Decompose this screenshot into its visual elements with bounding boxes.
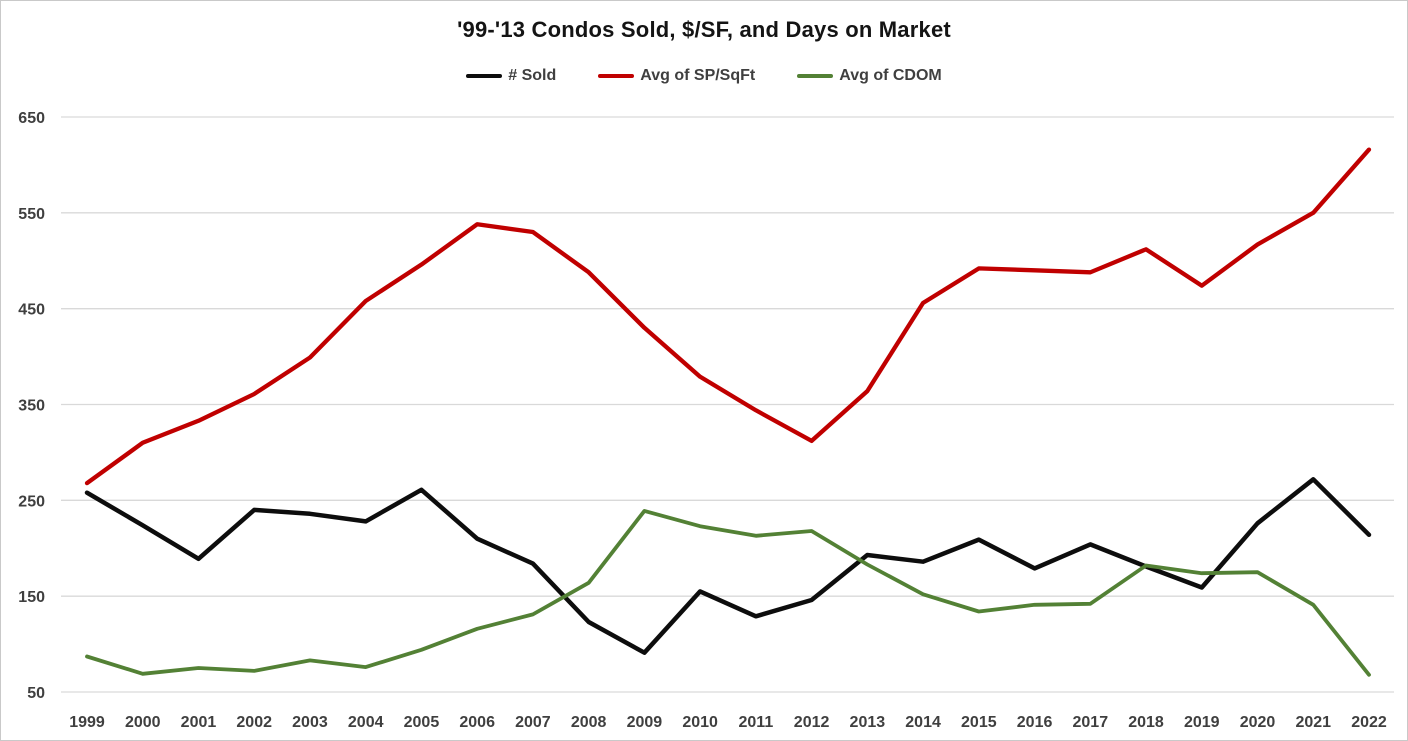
legend: # Sold Avg of SP/SqFt Avg of CDOM: [1, 67, 1407, 85]
legend-item-sp-sqft: Avg of SP/SqFt: [598, 67, 755, 85]
legend-label-cdom: Avg of CDOM: [839, 67, 942, 84]
x-axis-tick-label: 2020: [1240, 714, 1276, 731]
x-axis-tick-label: 2014: [905, 714, 941, 731]
legend-swatch-sp-sqft-icon: [598, 74, 635, 78]
legend-label-sold: # Sold: [508, 67, 557, 84]
x-axis-tick-label: 2006: [459, 714, 495, 731]
legend-swatch-sold-icon: [466, 74, 503, 78]
x-axis-tick-label: 2016: [1017, 714, 1053, 731]
x-axis-tick-label: 2004: [348, 714, 384, 731]
x-axis-tick-label: 2001: [181, 714, 217, 731]
series-line-avg-of-sp-sqft: [84, 147, 1372, 486]
x-axis-tick-label: 2009: [627, 714, 663, 731]
x-axis-tick-label: 2012: [794, 714, 830, 731]
series-line-avg-of-cdom: [85, 508, 1371, 677]
x-axis-tick-label: 2010: [682, 714, 718, 731]
y-axis-tick-label: 250: [18, 493, 45, 510]
x-axis-tick-label: 2008: [571, 714, 607, 731]
x-axis-tick-label: 2007: [515, 714, 551, 731]
x-axis-tick-label: 2017: [1073, 714, 1109, 731]
y-axis-tick-label: 50: [27, 685, 45, 702]
legend-label-sp-sqft: Avg of SP/SqFt: [640, 67, 756, 84]
x-axis-tick-label: 2005: [404, 714, 440, 731]
x-axis-tick-label: 2018: [1128, 714, 1164, 731]
legend-item-cdom: Avg of CDOM: [797, 67, 942, 85]
x-axis-tick-label: 2022: [1351, 714, 1387, 731]
x-axis-tick-label: 2000: [125, 714, 161, 731]
y-axis-tick-label: 350: [18, 398, 45, 415]
y-axis-tick-label: 650: [18, 110, 45, 127]
y-axis-tick-label: 150: [18, 589, 45, 606]
y-axis-tick-label: 450: [18, 302, 45, 319]
chart-title: '99-'13 Condos Sold, $/SF, and Days on M…: [457, 17, 951, 42]
series-line-sold: [84, 477, 1372, 655]
legend-swatch-cdom-icon: [797, 74, 834, 78]
x-axis-tick-label: 2021: [1295, 714, 1331, 731]
x-axis-tick-label: 2019: [1184, 714, 1220, 731]
x-axis-tick-label: 1999: [69, 714, 105, 731]
x-axis-tick-label: 2003: [292, 714, 328, 731]
x-axis-tick-label: 2002: [236, 714, 272, 731]
legend-item-sold: # Sold: [466, 67, 556, 85]
y-axis-tick-label: 550: [18, 206, 45, 223]
x-axis-tick-label: 2011: [739, 714, 774, 731]
x-axis-tick-label: 2015: [961, 714, 997, 731]
x-axis-tick-label: 2013: [850, 714, 886, 731]
